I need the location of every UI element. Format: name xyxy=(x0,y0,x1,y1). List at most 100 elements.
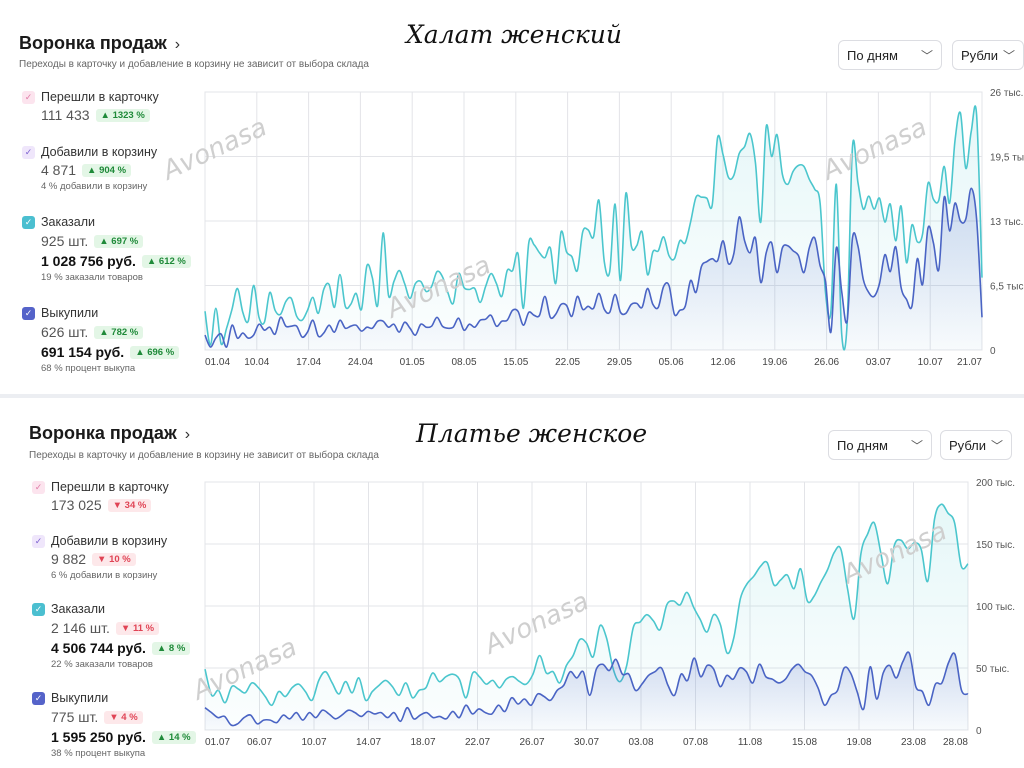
metric-note: 38 % процент выкупа xyxy=(51,748,146,759)
x-tick-label: 14.07 xyxy=(356,737,381,748)
y-tick-label: 100 тыс. xyxy=(976,602,1015,613)
x-tick-label: 26.07 xyxy=(519,737,544,748)
metric-label: Перешли в карточку xyxy=(41,90,159,104)
y-tick-label: 26 тыс. xyxy=(990,88,1023,99)
currency-select-value: Рубли xyxy=(949,437,987,453)
metric-buyouts: ✓ Выкупили 626 шт. ▲ 782 % 691 154 руб. ▲ 6… xyxy=(22,306,180,374)
x-tick-label: 10.04 xyxy=(244,357,269,368)
series-area-2 xyxy=(205,652,968,730)
period-select[interactable]: По дням ﹀ xyxy=(828,430,932,460)
y-tick-label: 200 тыс. xyxy=(976,478,1015,489)
funnel-subtitle: Переходы в карточку и добавление в корзи… xyxy=(29,450,379,461)
y-tick-label: 19,5 тыс. xyxy=(990,153,1024,164)
sales-funnel-panel-1: Халат женский Воронка продаж › Переходы в… xyxy=(0,0,1024,394)
series-line-1 xyxy=(204,503,969,707)
metric-orders: ✓ Заказали 2 146 шт. ▼ 11 % 4 506 744 руб.… xyxy=(32,602,191,670)
change-value: 4 % xyxy=(121,711,138,723)
y-tick-label: 6,5 тыс. xyxy=(990,282,1024,293)
change-value: 904 % xyxy=(99,164,127,176)
x-tick-label: 11.08 xyxy=(738,737,763,748)
metric-note: 4 % добавили в корзину xyxy=(41,181,148,192)
checkbox-checked-icon[interactable]: ✓ xyxy=(22,90,35,104)
metric-value: 626 шт. xyxy=(41,324,89,340)
metric-label: Перешли в карточку xyxy=(51,480,169,494)
x-tick-label: 06.07 xyxy=(247,737,272,748)
chevron-down-icon: ﹀ xyxy=(1002,48,1015,63)
metric-orders: ✓ Заказали 925 шт. ▲ 697 % 1 028 756 руб. ▲… xyxy=(22,215,191,283)
x-tick-label: 24.04 xyxy=(348,357,373,368)
period-select[interactable]: По дням ﹀ xyxy=(838,40,942,70)
x-tick-label: 23.08 xyxy=(901,737,926,748)
change-badge: ▼ 34 % xyxy=(107,498,152,512)
y-tick-label: 150 тыс. xyxy=(976,540,1015,551)
metric-value: 9 882 xyxy=(51,551,87,567)
change-value: 697 % xyxy=(111,235,139,247)
change-badge: ▲ 782 % xyxy=(94,325,144,339)
sales-line-chart[interactable]: 26 тыс. 19,5 тыс. 13 тыс. 6,5 тыс. 0 01.04 10.… xyxy=(0,0,1024,394)
x-tick-label: 01.07 xyxy=(205,737,230,748)
metric-label: Заказали xyxy=(51,602,106,616)
sales-funnel-panel-2: Платье женское Воронка продаж › Переходы … xyxy=(0,398,1024,768)
x-tick-label: 19.08 xyxy=(846,737,871,748)
funnel-subtitle: Переходы в карточку и добавление в корзи… xyxy=(19,59,369,70)
metric-note: 6 % добавили в корзину xyxy=(51,570,158,581)
metric-value: 925 шт. xyxy=(41,233,89,249)
x-tick-label: 08.05 xyxy=(451,357,476,368)
funnel-heading[interactable]: Воронка продаж › xyxy=(29,423,190,444)
x-tick-label: 01.04 xyxy=(205,357,230,368)
change-value: 10 % xyxy=(109,553,131,565)
change-value: 8 % xyxy=(168,642,186,654)
x-tick-label: 19.06 xyxy=(762,357,787,368)
change-badge: ▲ 696 % xyxy=(130,345,180,359)
metric-cart: ✓ Добавили в корзину 9 882 ▼ 10 % 6 % доба… xyxy=(32,534,167,581)
metric-value: 775 шт. xyxy=(51,709,99,725)
x-tick-label: 22.05 xyxy=(555,357,580,368)
metric-value-rub: 4 506 744 руб. xyxy=(51,640,146,656)
series-area-1 xyxy=(205,504,968,730)
metric-value: 111 433 xyxy=(41,107,90,123)
funnel-heading[interactable]: Воронка продаж › xyxy=(19,33,180,54)
checkbox-checked-icon[interactable]: ✓ xyxy=(32,691,45,705)
x-tick-label: 22.07 xyxy=(465,737,490,748)
sales-line-chart[interactable]: 200 тыс. 150 тыс. 100 тыс. 50 тыс. 0 01.07 06.… xyxy=(0,398,1024,768)
change-value: 782 % xyxy=(111,326,139,338)
metric-value-rub: 1 595 250 руб. xyxy=(51,729,146,745)
chevron-right-icon: › xyxy=(184,426,191,443)
change-badge: ▼ 10 % xyxy=(92,552,136,566)
checkbox-checked-icon[interactable]: ✓ xyxy=(32,480,45,494)
series-line-1 xyxy=(204,105,983,351)
checkbox-checked-icon[interactable]: ✓ xyxy=(32,602,45,616)
chevron-down-icon: ﹀ xyxy=(920,48,933,63)
period-select-value: По дням xyxy=(847,47,898,63)
period-select-value: По дням xyxy=(837,437,888,453)
x-tick-label: 28.08 xyxy=(943,737,968,748)
metric-value-rub: 691 154 руб. xyxy=(41,344,125,360)
change-value: 612 % xyxy=(158,255,186,267)
x-tick-label: 12.06 xyxy=(710,357,735,368)
change-badge: ▲ 1323 % xyxy=(95,108,150,122)
change-value: 34 % xyxy=(124,499,147,511)
checkbox-checked-icon[interactable]: ✓ xyxy=(22,145,35,159)
change-badge: ▲ 904 % xyxy=(82,163,132,177)
x-tick-label: 30.07 xyxy=(574,737,599,748)
metric-value: 4 871 xyxy=(41,162,77,178)
metric-value: 2 146 шт. xyxy=(51,620,110,636)
currency-select[interactable]: Рубли ﹀ xyxy=(940,430,1012,460)
checkbox-checked-icon[interactable]: ✓ xyxy=(32,534,45,548)
metric-note: 68 % процент выкупа xyxy=(41,363,136,374)
x-tick-label: 01.05 xyxy=(400,357,425,368)
metric-label: Добавили в корзину xyxy=(51,534,168,548)
chevron-right-icon: › xyxy=(174,36,181,53)
x-tick-label: 03.07 xyxy=(866,357,891,368)
metric-label: Заказали xyxy=(41,215,96,229)
x-tick-label: 15.05 xyxy=(503,357,528,368)
checkbox-checked-icon[interactable]: ✓ xyxy=(22,306,35,320)
y-tick-label: 0 xyxy=(990,346,996,357)
y-tick-label: 50 тыс. xyxy=(976,664,1009,675)
product-title: Платье женское xyxy=(416,419,648,448)
checkbox-checked-icon[interactable]: ✓ xyxy=(22,215,35,229)
x-tick-label: 21.07 xyxy=(957,357,982,368)
x-tick-label: 17.04 xyxy=(296,357,321,368)
metric-label: Добавили в корзину xyxy=(41,145,158,159)
chevron-down-icon: ﹀ xyxy=(990,438,1003,453)
